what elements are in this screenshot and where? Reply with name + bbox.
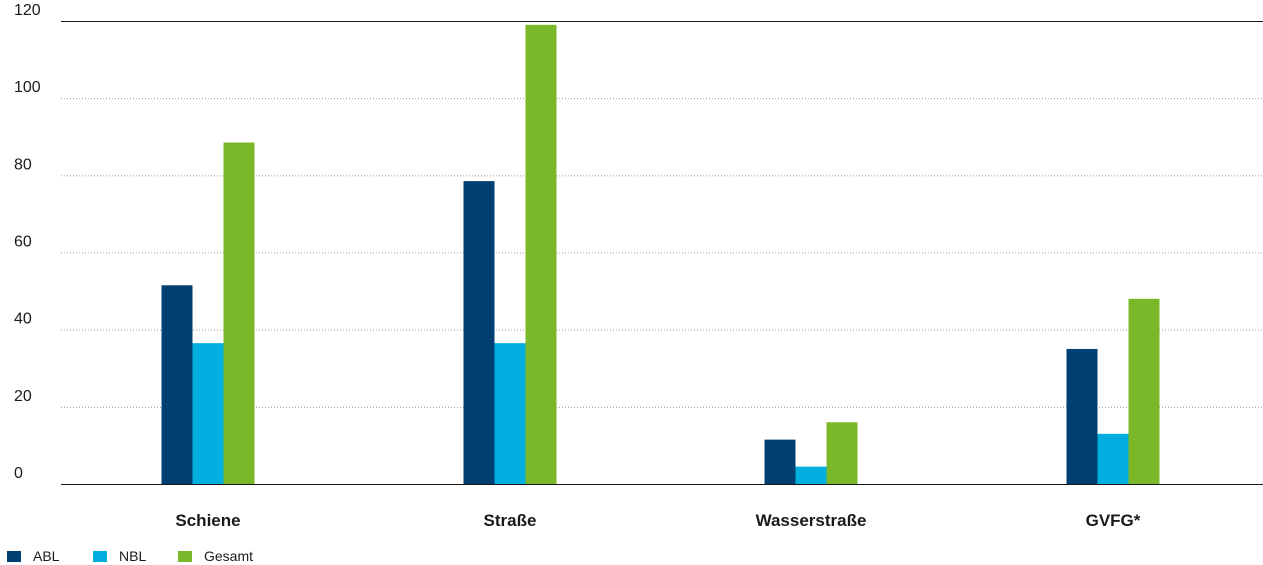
bar-abl-2	[463, 181, 495, 484]
bar-abl-1	[161, 285, 193, 484]
y-tick-label: 120	[14, 2, 41, 19]
x-tick-label: Schiene	[175, 511, 240, 530]
legend: ABL NBL Gesamt	[7, 548, 253, 564]
bar-nbl-1	[192, 343, 224, 484]
y-tick-label: 40	[14, 311, 32, 328]
x-tick-label: Straße	[484, 511, 537, 530]
legend-label-nbl: NBL	[119, 548, 146, 564]
bar-gesamt-4	[1128, 298, 1160, 484]
legend-label-gesamt: Gesamt	[204, 548, 253, 564]
x-tick-label: GVFG*	[1086, 511, 1141, 530]
bars	[161, 24, 1160, 484]
legend-swatch-nbl	[93, 551, 107, 562]
y-tick-label: 100	[14, 79, 41, 96]
bar-abl-3	[764, 439, 796, 484]
y-axis: 0 20 40 60 80 100 120	[14, 2, 41, 482]
y-tick-label: 0	[14, 465, 23, 482]
y-tick-label: 60	[14, 234, 32, 251]
legend-swatch-gesamt	[178, 551, 192, 562]
x-tick-label: Wasserstraße	[756, 511, 867, 530]
bar-nbl-3	[795, 466, 827, 484]
legend-label-abl: ABL	[33, 548, 60, 564]
grid	[61, 98, 1263, 408]
legend-swatch-abl	[7, 551, 21, 562]
bar-gesamt-1	[223, 142, 255, 484]
bar-abl-4	[1066, 348, 1098, 484]
bar-gesamt-3	[826, 422, 858, 484]
y-tick-label: 20	[14, 388, 32, 405]
bar-nbl-2	[494, 343, 526, 484]
x-axis-labels: Schiene Straße Wasserstraße GVFG*	[175, 511, 1140, 530]
bar-gesamt-2	[525, 24, 557, 484]
bar-nbl-4	[1097, 433, 1129, 484]
y-tick-label: 80	[14, 156, 32, 173]
